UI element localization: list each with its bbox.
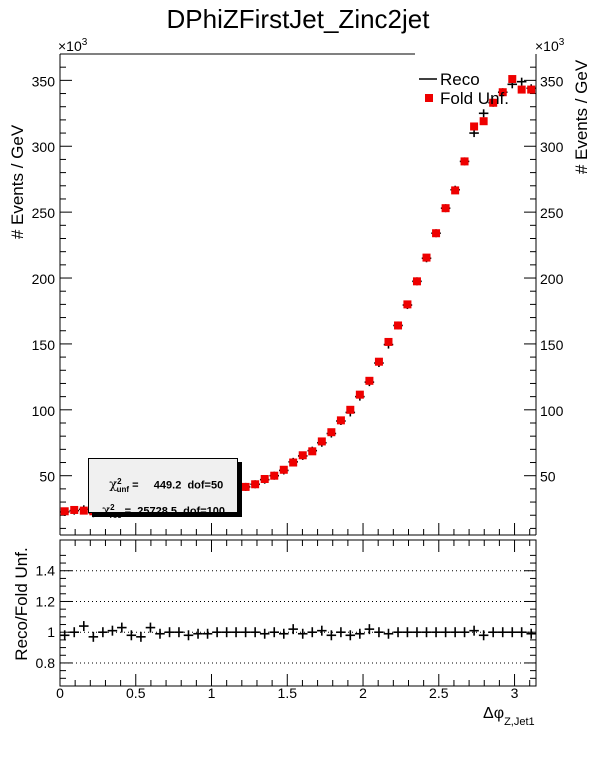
top-pad-marks xyxy=(59,75,536,518)
chi2-rec-line: χ2rec = 25728.5 dof=100 xyxy=(102,503,225,520)
fold-unf-point xyxy=(432,229,441,238)
x-tick-label: 3 xyxy=(511,685,519,701)
fold-unf-point xyxy=(394,321,403,330)
fold-unf-point xyxy=(489,98,498,107)
y-tick-label-left: 150 xyxy=(32,337,56,353)
y-tick-label-right: 300 xyxy=(540,139,564,155)
fold-unf-point xyxy=(260,474,269,483)
y-tick-label-left: 350 xyxy=(32,73,56,89)
fold-unf-point xyxy=(336,416,345,425)
bottom-pad-frame xyxy=(59,539,537,687)
fold-unf-point xyxy=(355,390,364,399)
ratio-gridlines xyxy=(60,570,536,664)
fold-unf-point xyxy=(327,428,336,437)
bottom-pad: 0.8 1 1.2 1.4 0 0.5 1 1.5 2 2.5 3 xyxy=(36,539,537,701)
fold-unf-point xyxy=(479,117,488,126)
legend-reco-label: Reco xyxy=(440,70,480,89)
y-tick-label-right: 200 xyxy=(540,271,564,287)
y-tick-label-right: 150 xyxy=(540,337,564,353)
ratio-marks xyxy=(59,621,536,642)
legend-fold-symbol xyxy=(425,94,433,102)
bottom-ylabel: Reco/Fold Unf. xyxy=(12,547,31,660)
fold-unf-point xyxy=(508,75,517,84)
fold-unf-point xyxy=(422,253,431,262)
fold-unf-point xyxy=(412,277,421,286)
fold-unf-point xyxy=(298,451,307,460)
chart-title: DPhiZFirstJet_Zinc2jet xyxy=(167,4,431,34)
fold-unf-point xyxy=(365,376,374,385)
y-tick-label-right: 350 xyxy=(540,73,564,89)
fold-unf-point xyxy=(451,186,460,195)
y-tick-label-left: 250 xyxy=(32,205,56,221)
top-x-ticks xyxy=(59,523,531,535)
x-tick-label: 1.5 xyxy=(278,685,298,701)
fold-unf-point xyxy=(289,458,298,467)
fold-unf-point xyxy=(460,157,469,166)
fold-unf-point xyxy=(317,437,326,446)
top-ylabel-right: # Events / GeV xyxy=(572,59,591,174)
fold-unf-point xyxy=(308,447,317,456)
fold-unf-point xyxy=(270,471,279,480)
y-tick-label-left: 50 xyxy=(39,469,55,485)
ratio-y-tick-label: 0.8 xyxy=(36,655,56,671)
top-ylabel-left: # Events / GeV xyxy=(8,124,27,239)
fold-unf-point xyxy=(251,480,260,489)
fold-unf-point xyxy=(527,85,536,94)
x-axis-title: ΔφZ,Jet1 xyxy=(483,705,535,728)
chi2-unf-line: χ2unf = 449.2 dof=50 xyxy=(109,477,224,494)
fold-unf-point xyxy=(241,482,250,491)
y-tick-label-right: 250 xyxy=(540,205,564,221)
x-tick-label: 0.5 xyxy=(126,685,146,701)
y-multiplier-left: ×103 xyxy=(58,37,88,54)
bottom-x-ticks: 0 0.5 1 1.5 2 2.5 3 xyxy=(56,540,531,701)
ratio-y-tick-label: 1.2 xyxy=(36,593,56,609)
bottom-y-ticks: 0.8 1 1.2 1.4 xyxy=(36,554,536,679)
fold-unf-point xyxy=(403,300,412,309)
fold-unf-point xyxy=(279,465,288,474)
x-tick-label: 1 xyxy=(208,685,216,701)
ratio-y-tick-label: 1 xyxy=(47,624,55,640)
legend: Reco Fold Unf. xyxy=(419,70,509,108)
y-tick-label-left: 200 xyxy=(32,271,56,287)
ratio-y-tick-label: 1.4 xyxy=(36,563,56,579)
y-tick-label-left: 300 xyxy=(32,139,56,155)
fold-unf-point xyxy=(79,506,88,515)
fold-unf-point xyxy=(517,85,526,94)
fold-unf-point xyxy=(60,507,69,516)
top-pad: 50 50 100 100 150 150 200 200 250 250 300 300 350 350 xyxy=(32,53,564,536)
fold-unf-point xyxy=(470,122,479,131)
x-tick-label: 0 xyxy=(56,685,64,701)
legend-fold-label: Fold Unf. xyxy=(440,89,509,108)
y-tick-label-left: 100 xyxy=(32,403,56,419)
x-tick-label: 2.5 xyxy=(429,685,449,701)
chi2-stat-box: χ2unf = 449.2 dof=50 χ2rec = 25728.5 dof… xyxy=(88,458,238,520)
top-y-ticks: 50 50 100 100 150 150 200 200 250 250 300 300 350 350 xyxy=(32,66,564,529)
fold-unf-point xyxy=(498,88,507,97)
x-tick-label: 2 xyxy=(359,685,367,701)
fold-unf-point xyxy=(346,405,355,414)
fold-unf-point xyxy=(441,204,450,213)
y-multiplier-right: ×103 xyxy=(535,37,565,54)
y-tick-label-right: 50 xyxy=(540,469,556,485)
fold-unf-point xyxy=(384,337,393,346)
fold-unf-point xyxy=(70,505,79,514)
y-tick-label-right: 100 xyxy=(540,403,564,419)
fold-unf-point xyxy=(374,357,383,366)
